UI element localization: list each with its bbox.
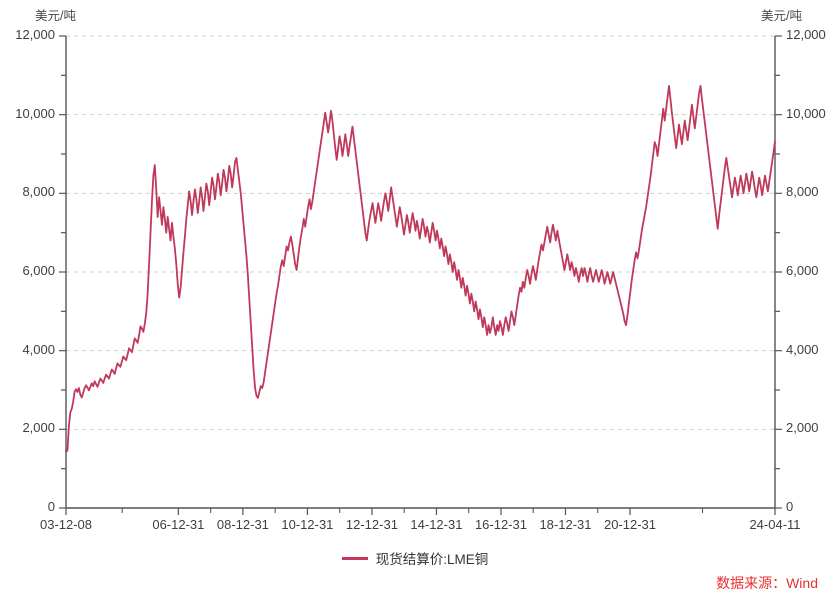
- x-axis-tick-label: 20-12-31: [603, 517, 657, 532]
- series-line-0: [65, 85, 776, 453]
- y-axis-tick-label-left: 6,000: [22, 263, 55, 278]
- y-axis-tick-label-left: 8,000: [22, 184, 55, 200]
- y-axis-tick-label-left: 10,000: [15, 105, 55, 121]
- y-axis-tick-label-right: 10,000: [786, 105, 826, 121]
- x-axis-tick-label: 10-12-31: [281, 517, 334, 532]
- y-axis-tick-label-right: 8,000: [786, 184, 819, 200]
- y-axis-tick-label-right: 2,000: [786, 420, 819, 436]
- x-axis-tick-label: 12-12-31: [345, 517, 398, 532]
- y-axis-tick-label-right: 12,000: [786, 27, 826, 42]
- y-axis-tick-label-left: 4,000: [22, 341, 55, 357]
- x-axis-tick-label: 16-12-31: [474, 517, 527, 532]
- legend-line-swatch: [341, 556, 368, 560]
- y-axis-tick-label-left: 2,000: [22, 420, 55, 436]
- y-axis-tick-label-right: 0: [786, 499, 794, 514]
- x-axis-tick-label: 08-12-31: [216, 517, 269, 532]
- y-axis-tick-label-left: 0: [47, 499, 55, 514]
- y-axis-tick-label-left: 12,000: [15, 27, 55, 42]
- right-axis-unit-label: 美元/吨: [761, 9, 802, 23]
- x-axis-tick-label: 06-12-31: [152, 517, 205, 532]
- chart-legend: 现货结算价:LME铜: [0, 548, 830, 568]
- x-axis-tick-label: 24-04-11: [749, 517, 801, 532]
- y-axis-tick-label-right: 6,000: [786, 263, 819, 278]
- x-axis-tick-label: 03-12-08: [39, 517, 93, 532]
- left-axis-unit-label: 美元/吨: [35, 9, 76, 23]
- y-axis-tick-label-right: 4,000: [786, 341, 819, 357]
- legend-series-label: 现货结算价:LME铜: [375, 552, 489, 567]
- data-source-note: 数据来源：Wind: [716, 575, 818, 591]
- x-axis-tick-label: 18-12-31: [539, 517, 592, 532]
- x-axis-tick-label: 14-12-31: [410, 517, 463, 532]
